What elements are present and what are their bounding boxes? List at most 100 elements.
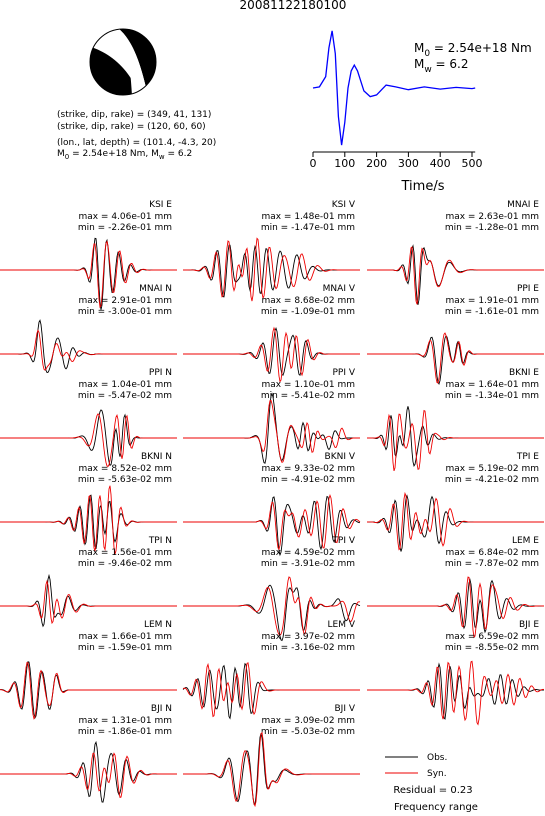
waveform-syn: [183, 494, 361, 551]
max-label: max = 6.84e-02 mm: [445, 548, 539, 558]
min-label: min = -1.61e-01 mm: [445, 307, 539, 317]
max-label: max = 1.66e-01 mm: [78, 632, 172, 642]
min-label: min = -3.00e-01 mm: [78, 307, 172, 317]
legend-syn: Syn.: [427, 769, 447, 779]
waveform-syn: [182, 662, 360, 718]
min-label: min = -5.03e-02 mm: [261, 727, 355, 737]
mechanism-line: (strike, dip, rake) = (120, 60, 60): [57, 122, 206, 132]
waveform-obs: [0, 573, 177, 628]
station-label: TPI N: [148, 536, 172, 546]
max-label: max = 3.97e-02 mm: [261, 632, 355, 642]
waveform-syn: [0, 752, 177, 798]
station-label: BJI V: [334, 704, 355, 714]
waveform-syn: [183, 399, 360, 464]
max-label: max = 5.19e-02 mm: [445, 464, 539, 474]
x-tick-label: 400: [430, 157, 451, 170]
station-label: MNAI V: [323, 284, 356, 294]
beachball: [89, 28, 157, 96]
min-label: min = -1.47e-01 mm: [261, 223, 355, 233]
station-label: KSI E: [149, 200, 172, 210]
waveform-syn: [367, 409, 544, 472]
waveform-syn: [367, 660, 545, 726]
waveform-syn: [367, 246, 544, 305]
station-label: TPI V: [331, 536, 355, 546]
min-label: min = -5.63e-02 mm: [78, 475, 172, 485]
station-label: BKNI N: [141, 452, 172, 462]
max-label: max = 1.04e-01 mm: [78, 380, 172, 390]
max-label: max = 1.56e-01 mm: [78, 548, 172, 558]
min-label: min = -1.09e-01 mm: [261, 307, 355, 317]
min-label: min = -9.46e-02 mm: [78, 559, 172, 569]
station-label: TPI E: [516, 452, 539, 462]
max-label: max = 3.09e-02 mm: [261, 716, 355, 726]
max-label: max = 1.48e-01 mm: [261, 212, 355, 222]
station-label: BJI N: [151, 704, 172, 714]
max-label: max = 1.91e-01 mm: [445, 296, 539, 306]
waveform-syn: [183, 731, 360, 808]
waveform-syn: [0, 579, 177, 625]
station-label: PPI V: [332, 368, 355, 378]
max-label: max = 4.06e-01 mm: [78, 212, 172, 222]
station-label: PPI N: [149, 368, 172, 378]
min-label: min = -1.59e-01 mm: [78, 643, 172, 653]
waveform-syn: [0, 662, 177, 720]
stf-annotation: M0 = 2.54e+18 Nm: [414, 41, 532, 59]
max-label: max = 1.31e-01 mm: [78, 716, 172, 726]
station-label: KSI V: [332, 200, 356, 210]
mechanism-line: (strike, dip, rake) = (349, 41, 131): [57, 110, 211, 120]
min-label: min = -1.28e-01 mm: [445, 223, 539, 233]
location-line: (lon., lat, depth) = (101.4, -4.3, 20): [57, 138, 216, 148]
x-tick-label: 200: [366, 157, 387, 170]
station-label: PPI E: [517, 284, 539, 294]
min-label: min = -3.16e-02 mm: [261, 643, 355, 653]
min-label: min = -5.41e-02 mm: [261, 391, 355, 401]
max-label: max = 4.59e-02 mm: [261, 548, 355, 558]
station-label: MNAI E: [507, 200, 539, 210]
max-label: max = 2.91e-01 mm: [78, 296, 172, 306]
max-label: max = 8.68e-02 mm: [261, 296, 355, 306]
station-label: BKNI E: [509, 368, 539, 378]
station-label: LEM E: [512, 536, 539, 546]
x-tick-label: 300: [398, 157, 419, 170]
min-label: min = -4.91e-02 mm: [261, 475, 355, 485]
residual: Residual = 0.23: [393, 785, 472, 796]
max-label: max = 1.10e-01 mm: [261, 380, 355, 390]
x-tick-label: 500: [462, 157, 483, 170]
x-axis-label: Time/s: [401, 179, 445, 194]
station-label: MNAI N: [139, 284, 172, 294]
station-label: BKNI V: [325, 452, 356, 462]
station-label: LEM N: [144, 620, 172, 630]
min-label: min = -1.34e-01 mm: [445, 391, 539, 401]
x-tick-label: 0: [310, 157, 317, 170]
waveform-syn: [0, 413, 177, 468]
max-label: max = 8.52e-02 mm: [78, 464, 172, 474]
x-tick-label: 100: [334, 157, 355, 170]
waveform-obs: [367, 662, 544, 720]
max-label: max = 9.33e-02 mm: [261, 464, 355, 474]
moment-line: M0 = 2.54e+18 Nm, Mw = 6.2: [57, 149, 192, 161]
station-label: BJI E: [519, 620, 539, 630]
waveform-syn: [367, 332, 544, 384]
station-label: LEM V: [328, 620, 356, 630]
waveform-syn: [0, 329, 177, 371]
waveform-obs: [0, 740, 177, 803]
min-label: min = -5.47e-02 mm: [78, 391, 172, 401]
min-label: min = -7.87e-02 mm: [445, 559, 539, 569]
stf-line: [312, 30, 476, 146]
waveform-obs: [0, 319, 177, 374]
min-label: min = -4.21e-02 mm: [445, 475, 539, 485]
title: 20081122180100: [240, 0, 347, 12]
stf-annotation: Mw = 6.2: [414, 57, 469, 75]
frequency-range: Frequency range: [394, 802, 478, 813]
min-label: min = -2.26e-01 mm: [78, 223, 172, 233]
min-label: min = -3.91e-02 mm: [261, 559, 355, 569]
min-label: min = -8.55e-02 mm: [445, 643, 539, 653]
waveform-syn: [183, 326, 360, 383]
max-label: max = 6.59e-02 mm: [445, 632, 539, 642]
legend-obs: Obs.: [427, 753, 447, 763]
waveform-syn: [183, 576, 361, 636]
max-label: max = 1.64e-01 mm: [445, 380, 539, 390]
min-label: min = -1.86e-01 mm: [78, 727, 172, 737]
waveform-syn: [0, 485, 177, 555]
